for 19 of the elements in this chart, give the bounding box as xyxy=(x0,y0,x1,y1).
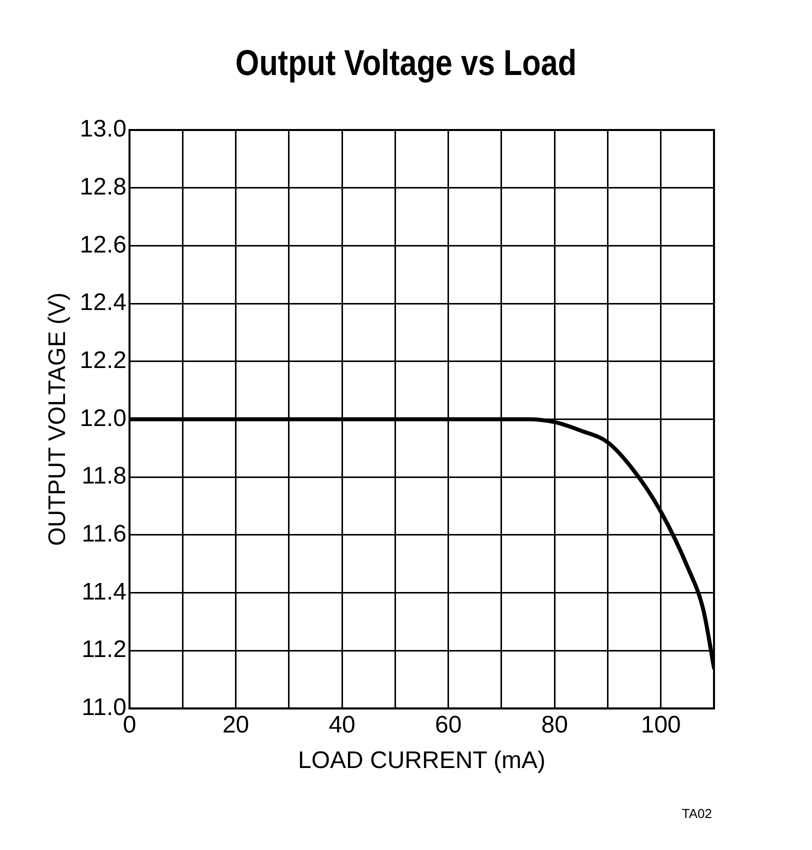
x-axis-title: LOAD CURRENT (mA) xyxy=(298,747,546,774)
x-tick-label: 80 xyxy=(541,711,568,738)
y-tick-label: 11.6 xyxy=(82,520,127,548)
y-axis-title: OUTPUT VOLTAGE (V) xyxy=(44,292,72,546)
chart-title: Output Voltage vs Load xyxy=(234,42,578,84)
y-tick-label: 11.8 xyxy=(82,462,127,490)
x-tick-label: 60 xyxy=(434,711,462,738)
x-tick-label: 40 xyxy=(328,711,356,738)
y-tick-label: 12.8 xyxy=(80,173,127,200)
y-tick-label: 12.2 xyxy=(80,346,127,374)
x-tick-label: 20 xyxy=(222,711,250,738)
y-tick-label: 12.4 xyxy=(80,289,127,316)
y-tick-label: 11.2 xyxy=(82,636,127,664)
text: TA02 xyxy=(682,806,712,821)
y-tick-label: 11.4 xyxy=(82,578,127,606)
y-tick-label: 12.0 xyxy=(80,404,127,432)
x-tick-label: 100 xyxy=(640,711,681,738)
y-tick-label: 13.0 xyxy=(80,116,127,143)
y-tick-label: 12.6 xyxy=(80,231,127,258)
